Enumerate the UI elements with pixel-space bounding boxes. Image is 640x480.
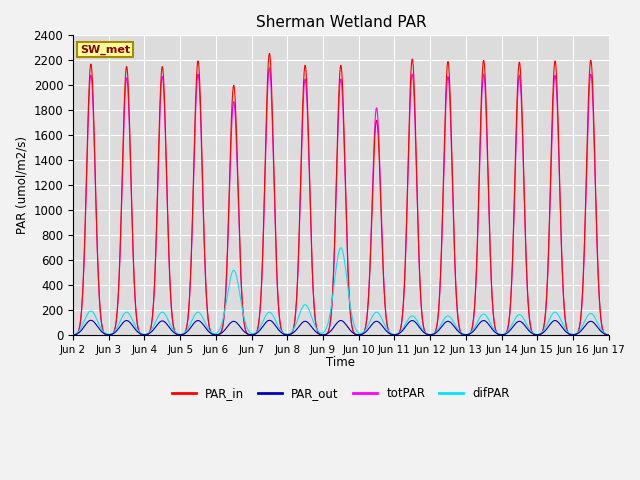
Title: Sherman Wetland PAR: Sherman Wetland PAR	[255, 15, 426, 30]
Legend: PAR_in, PAR_out, totPAR, difPAR: PAR_in, PAR_out, totPAR, difPAR	[167, 382, 515, 404]
Text: SW_met: SW_met	[80, 44, 130, 55]
X-axis label: Time: Time	[326, 357, 355, 370]
Y-axis label: PAR (umol/m2/s): PAR (umol/m2/s)	[15, 136, 28, 234]
